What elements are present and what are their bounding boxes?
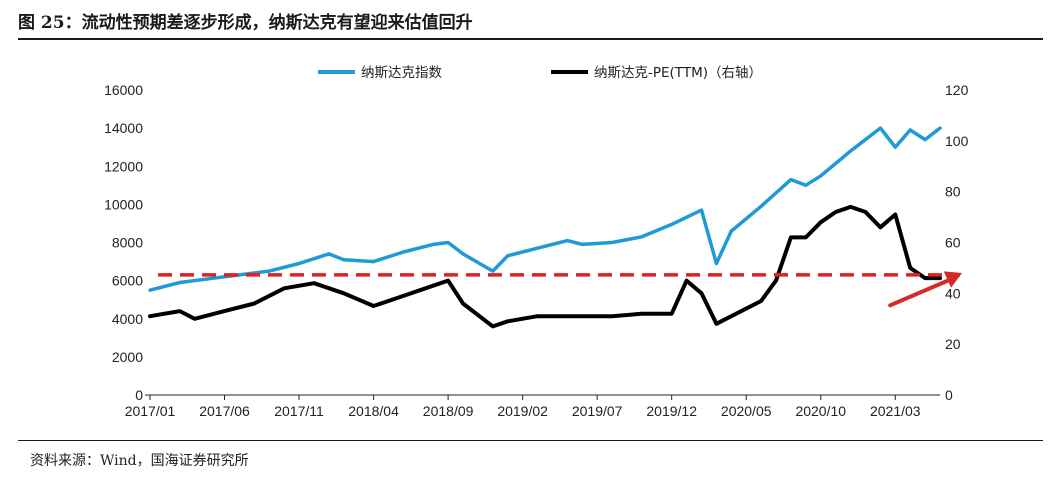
trend-arrow-shaft (888, 276, 956, 308)
x-axis-tick-label: 2018/04 (348, 403, 399, 419)
right-axis-tick-label: 60 (945, 235, 961, 251)
x-axis-tick-label: 2017/06 (199, 403, 250, 419)
footer-rule (18, 440, 1043, 441)
source-note: 资料来源：Wind，国海证券研究所 (30, 453, 249, 469)
x-axis-tick-label: 2017/01 (125, 403, 176, 419)
x-axis-tick-label: 2019/12 (646, 403, 697, 419)
x-axis-tick-label: 2020/05 (721, 403, 772, 419)
right-axis-tick-label: 120 (945, 82, 969, 98)
x-axis-tick-label: 2019/07 (572, 403, 623, 419)
left-axis-tick-label: 12000 (104, 158, 143, 174)
x-axis-tick-label: 2020/10 (795, 403, 846, 419)
trend-arrow-head (943, 271, 962, 288)
left-axis-tick-label: 6000 (112, 273, 143, 289)
right-axis-tick-label: 40 (945, 285, 961, 301)
x-axis-tick-label: 2019/02 (497, 403, 548, 419)
right-axis-tick-label: 20 (945, 336, 961, 352)
chart-title: 图 25：流动性预期差逐步形成，纳斯达克有望迎来估值回升 (18, 13, 473, 33)
left-axis-tick-label: 8000 (112, 235, 143, 251)
legend: 纳斯达克指数 纳斯达克-PE(TTM)（右轴） (318, 65, 762, 81)
right-axis-ticks: 0 20 40 60 80 100 120 (945, 82, 969, 403)
legend-label-nasdaq-pe: 纳斯达克-PE(TTM)（右轴） (594, 65, 762, 81)
right-axis-tick-label: 100 (945, 133, 969, 149)
left-axis-tick-label: 16000 (104, 82, 143, 98)
x-axis-tick-label: 2017/11 (274, 403, 324, 419)
plot-series (148, 126, 942, 329)
left-axis-ticks: 0 2000 4000 6000 8000 10000 12000 14000 16000 (104, 82, 143, 403)
left-axis-tick-label: 0 (135, 387, 143, 403)
left-axis-tick-label: 10000 (104, 196, 143, 212)
left-axis-tick-label: 2000 (112, 349, 143, 365)
series-line-nasdaq-index (148, 126, 942, 292)
right-axis-tick-label: 0 (945, 387, 953, 403)
left-axis-tick-label: 4000 (112, 311, 143, 327)
legend-label-nasdaq-index: 纳斯达克指数 (361, 65, 442, 81)
annotations (158, 271, 962, 308)
x-axis-ticks: 2017/01 2017/06 2017/11 2018/04 2018/09 2019/… (125, 395, 921, 419)
series-line-nasdaq-pe (148, 204, 942, 329)
title-rule (18, 38, 1043, 40)
x-axis-tick-label: 2018/09 (423, 403, 474, 419)
x-axis-tick-label: 2021/03 (870, 403, 921, 419)
right-axis-tick-label: 80 (945, 184, 961, 200)
left-axis-tick-label: 14000 (104, 120, 143, 136)
